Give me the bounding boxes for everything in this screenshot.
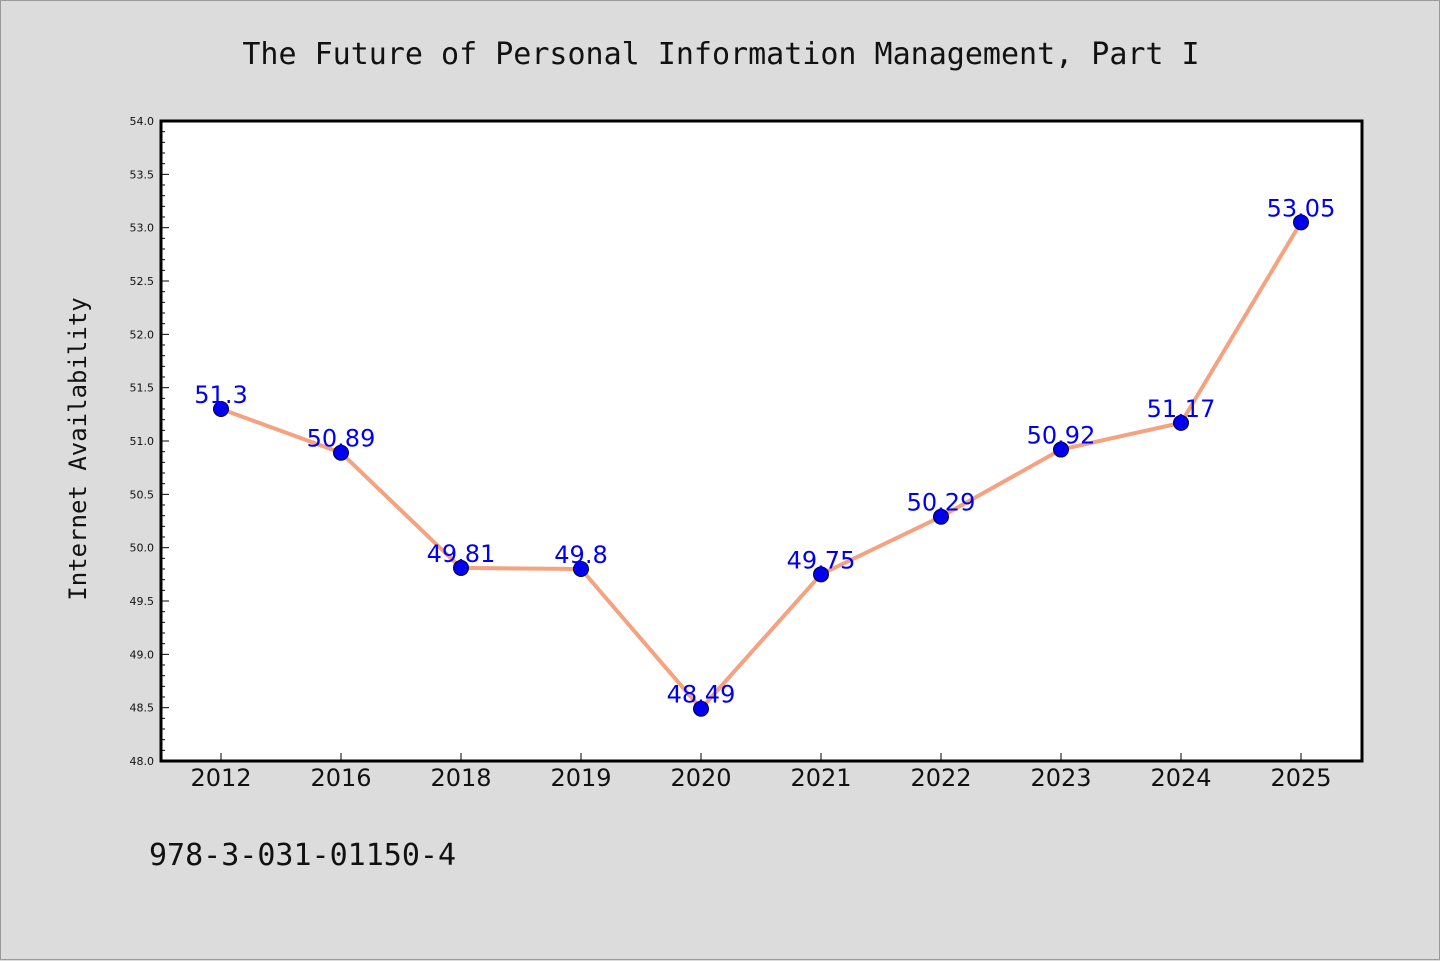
x-tick-label: 2021 (790, 764, 851, 792)
plot-frame (159, 119, 1364, 763)
x-tick-label: 2022 (910, 764, 971, 792)
y-tick-label: 53.5 (130, 168, 155, 181)
x-tick-label: 2012 (190, 764, 251, 792)
x-tick-label: 2016 (310, 764, 371, 792)
data-label: 48.49 (667, 681, 736, 709)
y-tick-label: 51.0 (130, 435, 155, 448)
plot-area (161, 121, 1362, 761)
data-point (333, 444, 349, 461)
isbn-footer: 978-3-031-01150-4 (149, 838, 456, 873)
series-group: 51.3 50.89 49.81 49.8 48.49 49.75 50.29 50.92 51… (194, 194, 1336, 717)
data-label: 50.92 (1027, 422, 1096, 450)
data-point (453, 559, 469, 576)
data-label: 51.3 (194, 381, 247, 409)
data-point (1173, 414, 1189, 431)
y-axis-ticks: 48.0 48.5 49.0 49.5 50.0 50.5 51.0 51.5 52.0 52.5… (130, 115, 169, 768)
data-point (573, 561, 589, 577)
y-tick-label: 49.5 (130, 595, 155, 608)
y-axis-label: Internet Availability (64, 297, 92, 600)
data-label: 50.89 (307, 425, 376, 453)
x-tick-label: 2019 (550, 764, 611, 792)
data-point (1293, 214, 1309, 231)
y-tick-label: 51.5 (130, 382, 155, 395)
y-tick-label: 52.0 (130, 328, 155, 341)
data-point (933, 508, 949, 525)
y-tick-label: 50.5 (130, 488, 155, 501)
data-point (1053, 441, 1069, 458)
y-tick-label: 50.0 (130, 542, 155, 555)
x-axis-ticks: 2012 2016 2018 2019 2020 2021 2022 2023 2024 2025 (190, 753, 1332, 792)
y-tick-label: 48.0 (130, 755, 155, 768)
y-tick-label: 49.0 (130, 648, 155, 661)
x-tick-label: 2018 (430, 764, 491, 792)
data-label: 49.8 (554, 541, 607, 569)
y-tick-label: 48.5 (130, 702, 155, 715)
x-tick-label: 2020 (670, 764, 731, 792)
data-point (813, 566, 829, 583)
data-label: 53.05 (1267, 194, 1336, 222)
y-tick-label: 54.0 (130, 115, 155, 128)
x-tick-label: 2023 (1030, 764, 1091, 792)
x-tick-label: 2024 (1150, 764, 1211, 792)
data-label: 51.17 (1147, 395, 1216, 423)
data-label: 49.75 (787, 546, 856, 574)
y-tick-label: 52.5 (130, 275, 155, 288)
x-tick-label: 2025 (1270, 764, 1331, 792)
data-point (693, 700, 709, 717)
chart-title: The Future of Personal Information Manag… (242, 37, 1199, 72)
series-line (219, 220, 1303, 711)
data-label: 49.81 (427, 540, 496, 568)
data-point (213, 401, 229, 417)
y-tick-label: 53.0 (130, 222, 155, 235)
data-label: 50.29 (907, 489, 976, 517)
